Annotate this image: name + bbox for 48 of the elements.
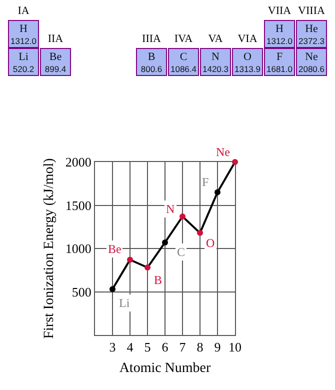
text: F 1681.0 [265,51,294,74]
text: B 800.6 [137,51,166,74]
text: IIIA [141,32,162,46]
text: VIIIA [297,4,326,18]
point [127,256,133,263]
text: VA [207,32,224,46]
annotation: O [206,236,215,250]
point [162,239,168,246]
text: H 1312.0 [9,23,38,46]
x-tick-label: 8 [196,340,204,355]
annotation: Be [108,242,122,256]
annotation: Li [119,296,130,310]
point [110,286,116,292]
x-tick-label: 7 [179,340,186,355]
y-axis-title: First Ionization Energy (kJ/mol) [42,158,57,339]
text: C 1086.4 [169,51,198,74]
x-tick-label: 9 [214,340,221,355]
x-tick-label: 6 [162,340,169,355]
text: Be 899.4 [41,51,70,74]
text: He 2372.3 [297,23,326,46]
x-tick-label: 5 [144,340,151,355]
point [214,189,220,196]
annotation: Ne [216,145,230,159]
x-tick-label: 10 [228,340,242,355]
text: Li 520.2 [9,51,38,74]
y-tick-label: 1500 [65,198,92,213]
x-tick-label: 3 [109,340,116,355]
text: N 1420.3 [201,51,230,74]
text: Ne 2080.6 [297,51,326,74]
y-tick-label: 500 [72,284,92,300]
annotation: B [154,273,162,287]
text: IIA [46,32,64,46]
text: O 1313.9 [233,51,262,74]
text: IA [16,4,30,18]
annotation: C [177,245,186,259]
annotation: N [166,202,175,216]
annotation: F [202,175,209,189]
text: VIA [236,32,258,46]
x-tick-label: 4 [126,340,134,355]
x-axis-title: Atomic Number [119,360,212,376]
y-tick-label: 2000 [65,154,92,170]
text: VIIA [266,4,292,18]
text: IVA [173,32,194,46]
y-tick-label: 1000 [65,241,92,256]
point [144,264,150,271]
point [197,230,203,236]
text: H 1312.0 [265,23,294,46]
point [180,214,186,220]
